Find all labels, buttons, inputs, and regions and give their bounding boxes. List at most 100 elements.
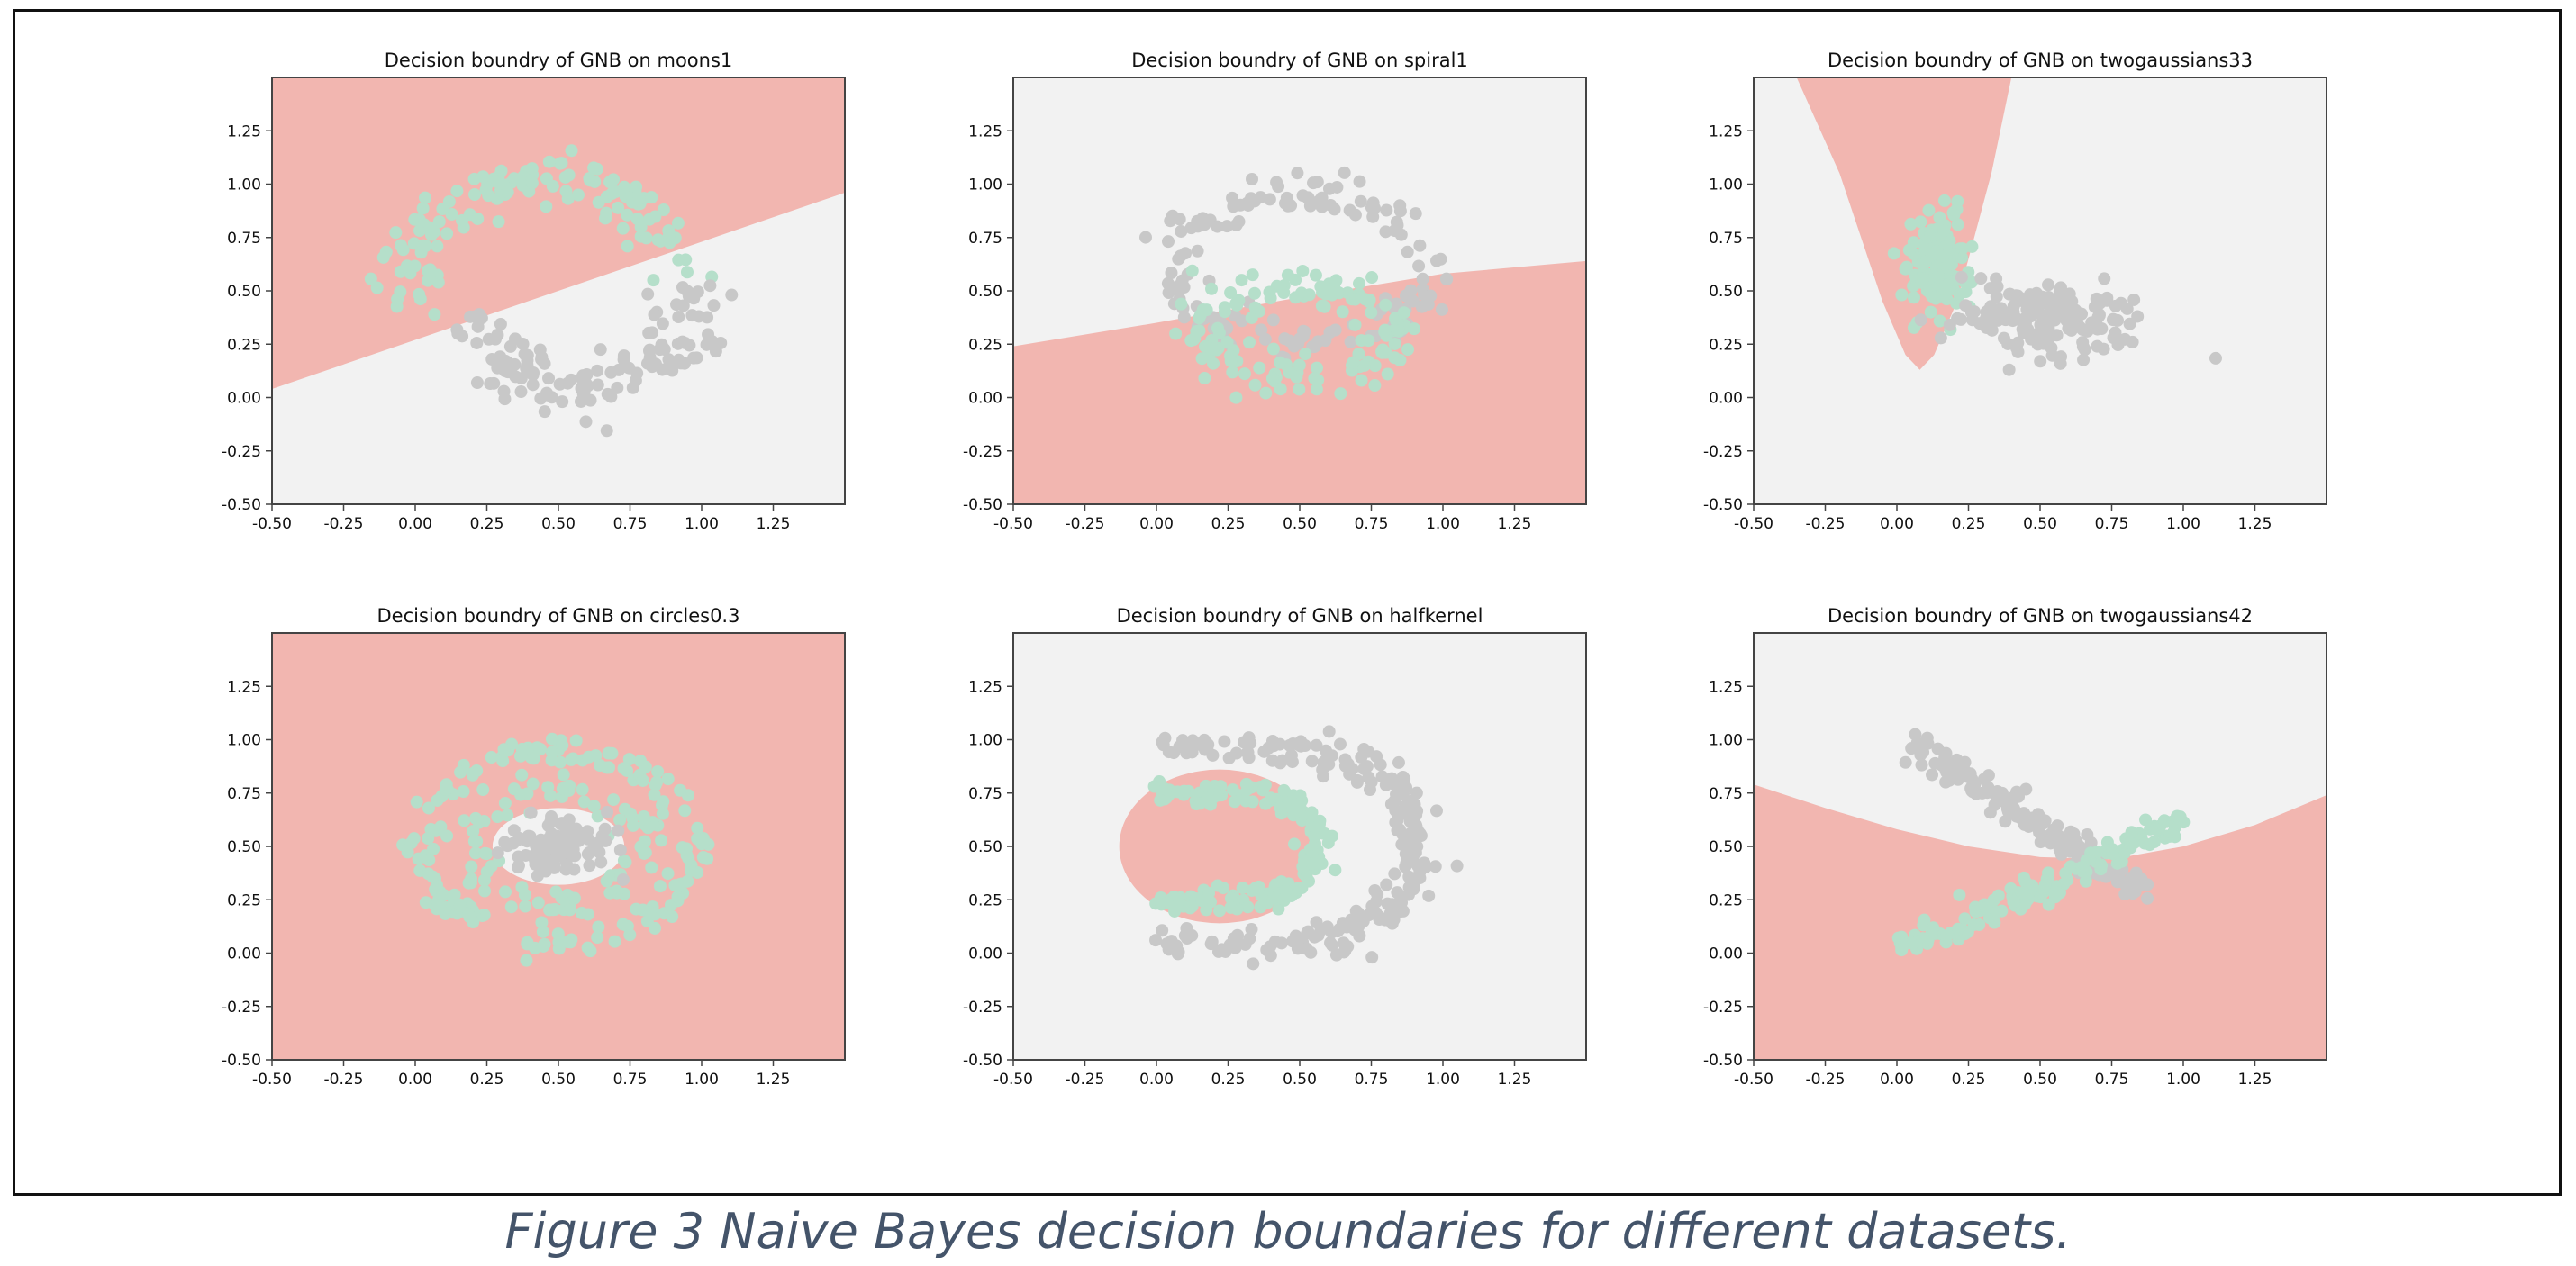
data-point: [1303, 199, 1317, 213]
data-point: [551, 927, 565, 941]
data-point: [645, 191, 658, 204]
data-point: [1291, 167, 1304, 180]
data-point: [1293, 882, 1306, 895]
x-tick-label: -0.25: [1066, 1071, 1105, 1089]
data-point: [464, 910, 477, 924]
data-point: [2053, 886, 2066, 900]
data-point: [1374, 758, 1387, 772]
x-tick-label: -0.50: [993, 1071, 1033, 1089]
data-point: [594, 855, 608, 869]
data-point: [1302, 288, 1316, 302]
data-point: [2109, 326, 2122, 339]
data-point: [1279, 884, 1293, 898]
data-point: [1226, 366, 1239, 379]
data-point: [2157, 814, 2171, 827]
x-tick-label: 1.25: [1498, 515, 1532, 533]
data-point: [440, 227, 454, 240]
data-point: [2141, 891, 2154, 905]
data-point: [465, 860, 478, 873]
decision-region: [1013, 260, 1586, 504]
data-point: [1895, 288, 1909, 302]
data-point: [1243, 932, 1256, 945]
data-point: [645, 861, 658, 874]
data-point: [447, 891, 460, 904]
data-point: [535, 353, 549, 366]
data-point: [1390, 215, 1403, 229]
data-point: [703, 279, 717, 293]
data-point: [582, 750, 595, 764]
data-point: [583, 859, 596, 873]
data-point: [1934, 331, 1947, 345]
data-point: [1980, 901, 1993, 915]
data-point: [2081, 827, 2094, 841]
data-point: [2147, 836, 2161, 849]
data-point: [1959, 299, 1973, 312]
x-tick-label: 0.50: [541, 1071, 576, 1089]
data-point: [1914, 215, 1927, 229]
data-point: [1320, 744, 1333, 757]
data-point: [541, 842, 555, 855]
data-point: [423, 263, 437, 276]
data-point: [454, 765, 467, 779]
data-point: [603, 176, 617, 189]
data-point: [556, 738, 569, 752]
data-point: [1329, 323, 1342, 337]
data-point: [512, 861, 525, 874]
data-point: [1344, 335, 1357, 348]
data-point: [376, 250, 390, 264]
data-point: [1154, 793, 1167, 807]
data-point: [1241, 198, 1255, 212]
data-point: [1988, 798, 2001, 811]
data-point: [2054, 350, 2068, 364]
data-point: [1947, 208, 1961, 222]
data-point: [613, 813, 627, 827]
data-point: [521, 937, 534, 951]
data-point: [555, 818, 568, 831]
data-point: [1232, 215, 1246, 229]
data-point: [649, 210, 662, 223]
data-point: [470, 376, 484, 390]
x-tick-label: 1.25: [2238, 515, 2272, 533]
data-point: [1329, 948, 1343, 962]
x-tick-label: 0.00: [398, 1071, 432, 1089]
data-point: [1205, 282, 1219, 295]
y-tick-label: -0.50: [222, 496, 261, 514]
data-point: [1907, 291, 1920, 304]
data-point: [1318, 300, 1331, 313]
data-point: [691, 821, 704, 835]
data-point: [422, 801, 435, 815]
data-point: [1924, 305, 1937, 319]
data-point: [471, 212, 485, 225]
data-point: [2034, 836, 2047, 849]
data-point: [479, 184, 493, 197]
data-point: [498, 797, 512, 810]
plot-area: [1754, 633, 2327, 1060]
data-point: [524, 751, 538, 764]
data-point: [535, 916, 549, 929]
x-tick-label: 0.75: [2095, 515, 2129, 533]
data-point: [364, 272, 377, 285]
data-point: [1220, 220, 1234, 233]
data-point: [1172, 279, 1185, 293]
data-point: [1179, 247, 1193, 260]
data-point: [1260, 944, 1274, 957]
data-point: [613, 843, 627, 856]
data-point: [1263, 285, 1276, 299]
data-point: [487, 376, 501, 390]
data-point: [1435, 303, 1448, 316]
data-point: [1368, 359, 1382, 373]
data-point: [1211, 220, 1224, 233]
data-point: [1450, 859, 1464, 873]
data-point: [1185, 746, 1199, 759]
data-point: [1365, 271, 1379, 285]
data-point: [419, 896, 432, 909]
x-tick-label: 1.00: [1426, 515, 1460, 533]
data-point: [2017, 326, 2030, 339]
data-point: [394, 285, 407, 299]
data-point: [591, 378, 604, 392]
y-tick-label: 0.50: [1709, 283, 1743, 301]
data-point: [1334, 387, 1347, 401]
data-point: [431, 240, 444, 253]
y-tick-label: 0.50: [968, 838, 1002, 856]
data-point: [623, 928, 637, 942]
